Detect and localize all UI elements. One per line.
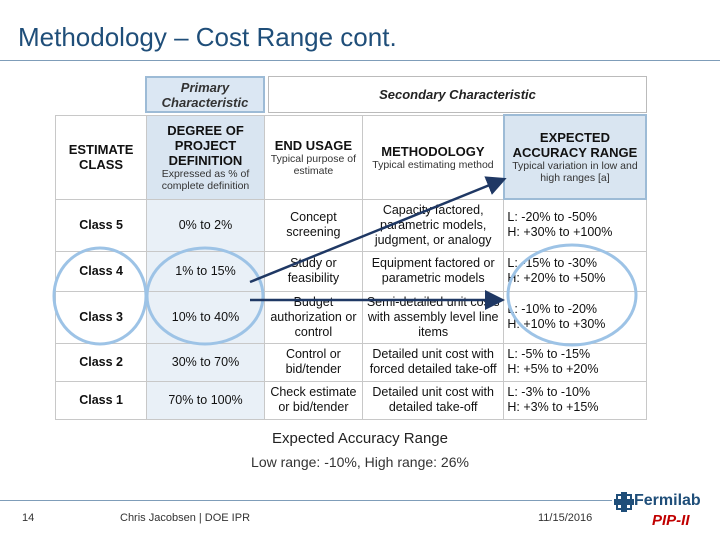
column-header-sublabel: Typical estimating method <box>366 159 500 171</box>
accuracy-high: H: +20% to +50% <box>507 271 642 286</box>
footer-date: 11/15/2016 <box>538 512 592 524</box>
column-header-sublabel: Typical purpose of estimate <box>268 153 359 177</box>
accuracy-low: L: -5% to -15% <box>507 347 642 362</box>
table-row: Class 2 30% to 70% Control or bid/tender… <box>56 343 647 381</box>
column-header-label: DEGREE OF PROJECT DEFINITION <box>150 123 261 168</box>
column-header-sublabel: Expressed as % of complete definition <box>150 168 261 192</box>
column-header-label: ESTIMATE CLASS <box>59 142 143 172</box>
accuracy-high: H: +30% to +100% <box>507 225 642 240</box>
estimate-class-table: ESTIMATE CLASS DEGREE OF PROJECT DEFINIT… <box>55 114 647 420</box>
accuracy-low: L: -15% to -30% <box>507 256 642 271</box>
accuracy-cell: L: -10% to -20% H: +10% to +30% <box>504 291 646 343</box>
column-header-methodology: METHODOLOGY Typical estimating method <box>362 115 503 199</box>
column-header-end-usage: END USAGE Typical purpose of estimate <box>264 115 362 199</box>
column-header-accuracy: EXPECTED ACCURACY RANGE Typical variatio… <box>504 115 646 199</box>
column-header-label: END USAGE <box>268 138 359 153</box>
table-row: Class 5 0% to 2% Concept screening Capac… <box>56 199 647 251</box>
accuracy-cell: L: -20% to -50% H: +30% to +100% <box>504 199 646 251</box>
accuracy-low: L: -3% to -10% <box>507 385 642 400</box>
accuracy-high: H: +3% to +15% <box>507 400 642 415</box>
secondary-characteristic-header: Secondary Characteristic <box>268 76 647 113</box>
page-number: 14 <box>22 512 34 524</box>
methodology-cell: Semi-detailed unit costs with assembly l… <box>362 291 503 343</box>
column-header-sublabel: Typical variation in low and high ranges… <box>508 160 642 184</box>
accuracy-low: L: -20% to -50% <box>507 210 642 225</box>
caption-title: Expected Accuracy Range <box>0 430 720 447</box>
column-header-degree: DEGREE OF PROJECT DEFINITION Expressed a… <box>147 115 265 199</box>
accuracy-low: L: -10% to -20% <box>507 302 642 317</box>
column-header-estimate-class: ESTIMATE CLASS <box>56 115 147 199</box>
methodology-cell: Detailed unit cost with forced detailed … <box>362 343 503 381</box>
table-row: Class 1 70% to 100% Check estimate or bi… <box>56 381 647 419</box>
fermilab-logo: Fermilab PIP-II <box>612 490 718 534</box>
degree-cell: 10% to 40% <box>147 291 265 343</box>
footer-divider <box>0 500 612 501</box>
accuracy-cell: L: -3% to -10% H: +3% to +15% <box>504 381 646 419</box>
class-cell: Class 1 <box>56 381 147 419</box>
degree-cell: 0% to 2% <box>147 199 265 251</box>
methodology-cell: Detailed unit cost with detailed take-of… <box>362 381 503 419</box>
class-cell: Class 4 <box>56 251 147 291</box>
column-header-label: EXPECTED ACCURACY RANGE <box>508 130 642 160</box>
title-divider <box>0 60 720 61</box>
degree-cell: 1% to 15% <box>147 251 265 291</box>
accuracy-cell: L: -5% to -15% H: +5% to +20% <box>504 343 646 381</box>
logo-name: Fermilab <box>634 492 701 510</box>
methodology-cell: Equipment factored or parametric models <box>362 251 503 291</box>
end-usage-cell: Study or feasibility <box>264 251 362 291</box>
accuracy-high: H: +5% to +20% <box>507 362 642 377</box>
table-row: Class 3 10% to 40% Budget authorization … <box>56 291 647 343</box>
degree-cell: 70% to 100% <box>147 381 265 419</box>
fermilab-mark-icon <box>614 492 634 512</box>
class-cell: Class 3 <box>56 291 147 343</box>
end-usage-cell: Concept screening <box>264 199 362 251</box>
degree-cell: 30% to 70% <box>147 343 265 381</box>
methodology-cell: Capacity factored, parametric models, ju… <box>362 199 503 251</box>
logo-sub: PIP-II <box>652 512 690 529</box>
end-usage-cell: Budget authorization or control <box>264 291 362 343</box>
end-usage-cell: Control or bid/tender <box>264 343 362 381</box>
accuracy-high: H: +10% to +30% <box>507 317 642 332</box>
end-usage-cell: Check estimate or bid/tender <box>264 381 362 419</box>
primary-characteristic-header: Primary Characteristic <box>145 76 265 113</box>
table-row: Class 4 1% to 15% Study or feasibility E… <box>56 251 647 291</box>
footer-author: Chris Jacobsen | DOE IPR <box>120 512 250 524</box>
caption-subtitle: Low range: -10%, High range: 26% <box>0 454 720 470</box>
column-header-label: METHODOLOGY <box>366 144 500 159</box>
class-cell: Class 5 <box>56 199 147 251</box>
class-cell: Class 2 <box>56 343 147 381</box>
slide-title: Methodology – Cost Range cont. <box>18 22 397 53</box>
accuracy-cell: L: -15% to -30% H: +20% to +50% <box>504 251 646 291</box>
